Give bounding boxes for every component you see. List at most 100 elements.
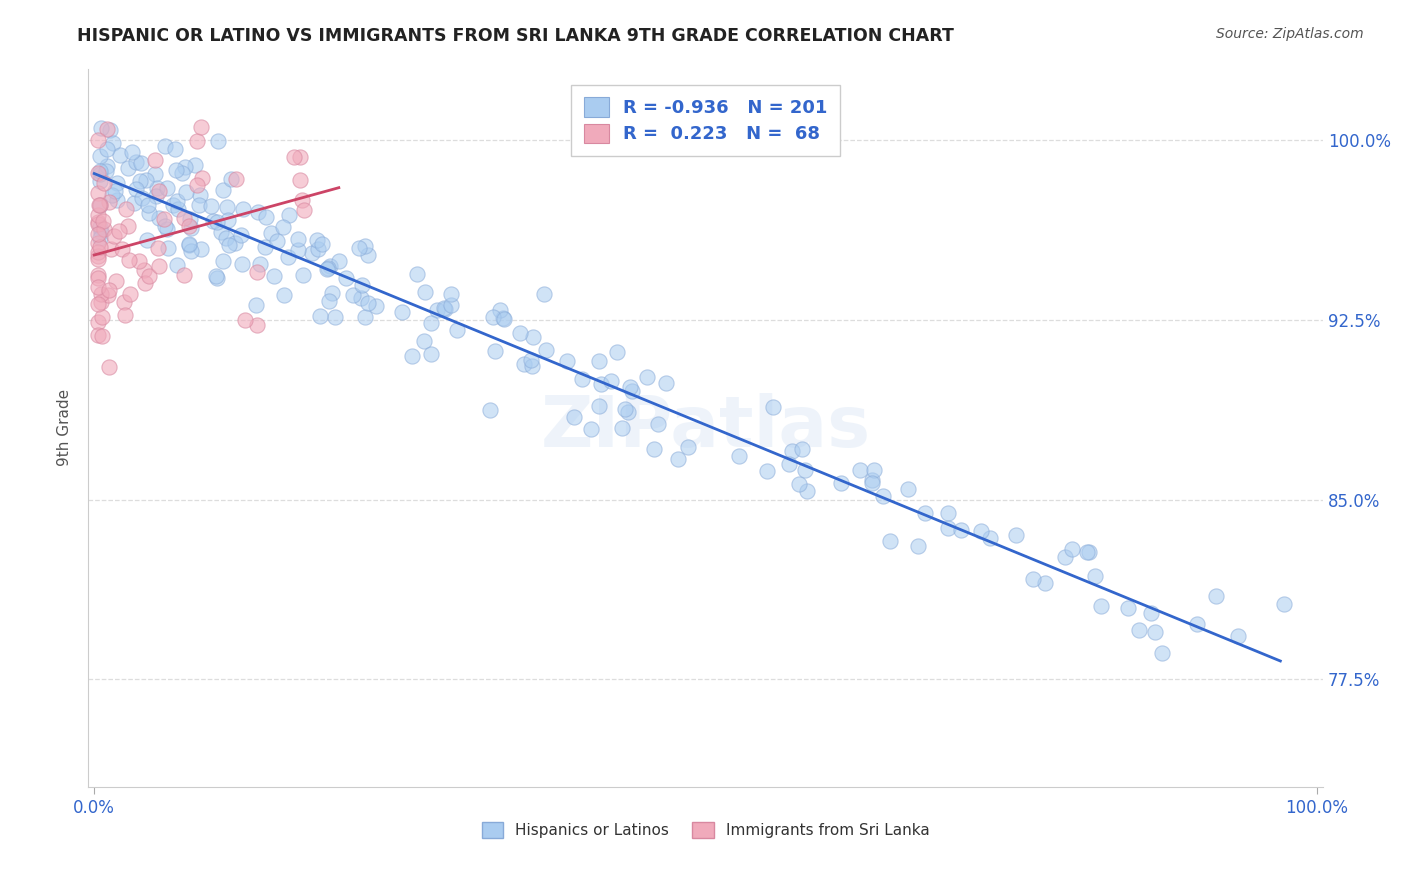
Point	[335, 270, 357, 285]
Point	[1054, 549, 1077, 564]
Point	[117, 219, 139, 233]
Point	[200, 199, 222, 213]
Point	[260, 227, 283, 241]
Point	[93, 222, 115, 236]
Point	[1128, 624, 1150, 638]
Point	[357, 296, 380, 310]
Point	[446, 323, 468, 337]
Point	[204, 268, 226, 283]
Point	[215, 200, 238, 214]
Point	[174, 160, 197, 174]
Point	[87, 215, 110, 229]
Point	[562, 410, 585, 425]
Point	[277, 208, 299, 222]
Point	[87, 249, 110, 263]
Point	[87, 297, 110, 311]
Point	[90, 329, 112, 343]
Point	[165, 163, 187, 178]
Point	[108, 148, 131, 162]
Point	[87, 315, 110, 329]
Point	[323, 310, 346, 324]
Point	[342, 287, 364, 301]
Point	[105, 193, 128, 207]
Point	[110, 242, 132, 256]
Point	[588, 354, 610, 368]
Point	[122, 195, 145, 210]
Point	[138, 198, 160, 212]
Point	[420, 316, 443, 330]
Point	[246, 205, 269, 219]
Point	[163, 142, 186, 156]
Point	[87, 208, 110, 222]
Point	[112, 295, 135, 310]
Point	[307, 233, 329, 247]
Point	[1033, 576, 1056, 591]
Point	[879, 534, 901, 549]
Point	[97, 194, 120, 209]
Text: ZIPatlas: ZIPatlas	[540, 393, 870, 462]
Point	[93, 176, 115, 190]
Point	[287, 243, 309, 257]
Point	[794, 463, 817, 477]
Point	[209, 225, 232, 239]
Point	[979, 532, 1001, 546]
Point	[897, 482, 920, 496]
Point	[728, 449, 751, 463]
Point	[1118, 600, 1140, 615]
Point	[245, 298, 267, 312]
Point	[1076, 545, 1098, 559]
Point	[212, 253, 235, 268]
Point	[148, 184, 170, 198]
Point	[301, 245, 323, 260]
Point	[433, 301, 456, 315]
Point	[319, 259, 342, 273]
Point	[87, 227, 110, 241]
Point	[478, 403, 501, 417]
Point	[105, 176, 128, 190]
Point	[283, 150, 305, 164]
Point	[89, 164, 111, 178]
Point	[860, 475, 883, 490]
Point	[96, 122, 118, 136]
Point	[224, 236, 246, 251]
Point	[484, 344, 506, 359]
Point	[787, 477, 810, 491]
Point	[311, 237, 333, 252]
Point	[166, 258, 188, 272]
Point	[103, 184, 125, 198]
Point	[401, 349, 423, 363]
Point	[328, 253, 350, 268]
Point	[246, 318, 269, 332]
Point	[97, 288, 120, 302]
Point	[129, 156, 152, 170]
Point	[89, 198, 111, 212]
Point	[148, 241, 170, 255]
Point	[292, 268, 315, 282]
Point	[249, 257, 271, 271]
Point	[179, 211, 201, 226]
Point	[87, 271, 110, 285]
Point	[96, 159, 118, 173]
Point	[357, 248, 380, 262]
Point	[157, 241, 180, 255]
Point	[121, 145, 143, 159]
Point	[668, 451, 690, 466]
Point	[148, 211, 170, 225]
Point	[90, 294, 112, 309]
Point	[1152, 646, 1174, 660]
Legend: Hispanics or Latinos, Immigrants from Sri Lanka: Hispanics or Latinos, Immigrants from Sr…	[475, 816, 935, 844]
Point	[138, 206, 160, 220]
Point	[232, 202, 254, 216]
Point	[350, 291, 373, 305]
Point	[616, 405, 638, 419]
Point	[914, 507, 936, 521]
Point	[207, 214, 229, 228]
Point	[87, 268, 110, 282]
Point	[190, 120, 212, 134]
Point	[318, 294, 340, 309]
Point	[780, 444, 803, 458]
Point	[291, 193, 314, 207]
Point	[190, 242, 212, 256]
Point	[520, 353, 543, 368]
Point	[636, 369, 658, 384]
